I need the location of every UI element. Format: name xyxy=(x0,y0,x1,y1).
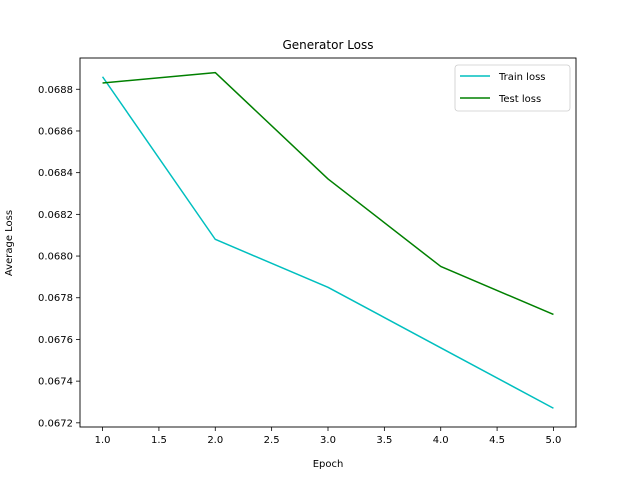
y-tick-label: 0.0682 xyxy=(38,210,73,221)
x-tick-label: 5.0 xyxy=(546,435,562,446)
y-axis: 0.0672 0.0674 0.0676 0.0678 0.0680 0.0682 0.06… xyxy=(38,85,80,429)
chart-title: Generator Loss xyxy=(282,38,373,52)
legend: Train loss Test loss xyxy=(454,64,571,112)
x-tick-label: 4.5 xyxy=(489,435,505,446)
y-tick-label: 0.0672 xyxy=(38,418,73,429)
series-line-1 xyxy=(101,76,554,409)
x-axis-label: Epoch xyxy=(313,459,344,470)
y-tick-label: 0.0680 xyxy=(38,252,73,263)
legend-entry-label: Train loss xyxy=(498,72,546,83)
x-tick-label: 2.0 xyxy=(207,435,223,446)
y-tick-label: 0.0688 xyxy=(38,85,73,96)
series-line-2 xyxy=(102,71,554,316)
y-tick-label: 0.0686 xyxy=(38,126,73,137)
plot-frame xyxy=(79,57,577,428)
legend-entry-label: Test loss xyxy=(498,94,541,105)
y-axis-label: Average Loss xyxy=(4,210,15,276)
series-lines xyxy=(101,71,554,409)
y-tick-label: 0.0676 xyxy=(38,335,73,346)
x-tick-label: 1.0 xyxy=(95,435,111,446)
x-tick-label: 4.0 xyxy=(433,435,449,446)
y-tick-label: 0.0678 xyxy=(38,293,73,304)
y-tick-label: 0.0684 xyxy=(38,168,73,179)
y-tick-label: 0.0674 xyxy=(38,377,73,388)
x-tick-label: 3.5 xyxy=(376,435,392,446)
x-tick-label: 2.5 xyxy=(264,435,280,446)
x-tick-label: 3.0 xyxy=(320,435,336,446)
x-axis: 1.0 1.5 2.0 2.5 3.0 3.5 4.0 4.5 5.0 xyxy=(95,427,562,446)
x-tick-label: 1.5 xyxy=(151,435,167,446)
